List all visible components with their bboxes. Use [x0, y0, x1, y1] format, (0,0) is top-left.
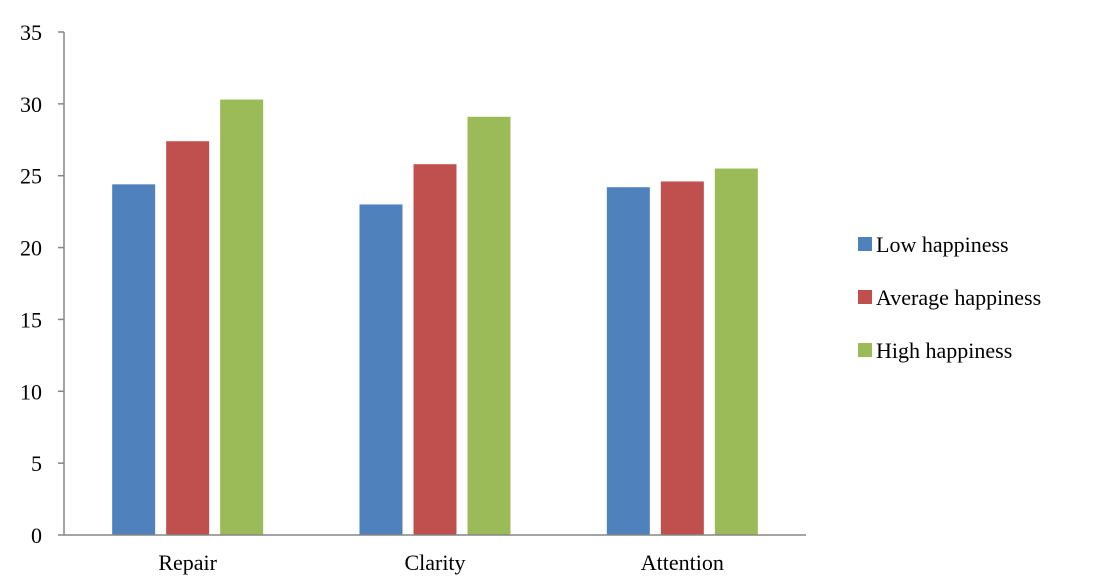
legend-label: High happiness: [876, 338, 1012, 363]
y-tick-label: 35: [20, 20, 42, 45]
bar-attention-average-happiness: [660, 181, 704, 535]
legend-swatch: [858, 237, 872, 251]
y-tick-label: 5: [31, 451, 42, 476]
y-tick-label: 10: [20, 379, 42, 404]
bar-attention-high-happiness: [714, 168, 758, 535]
y-tick-label: 25: [20, 164, 42, 189]
y-tick-label: 20: [20, 236, 42, 261]
bar-clarity-average-happiness: [413, 164, 457, 535]
x-tick-label: Attention: [641, 550, 724, 575]
bar-clarity-high-happiness: [467, 116, 511, 535]
bars: [112, 99, 758, 536]
bar-repair-high-happiness: [220, 99, 264, 535]
bar-attention-low-happiness: [606, 187, 650, 535]
x-tick-label: Repair: [158, 550, 217, 575]
x-axis-labels: Repair Clarity Attention: [158, 550, 724, 575]
legend-label: Low happiness: [876, 232, 1009, 257]
bar-clarity-low-happiness: [359, 204, 403, 535]
legend-swatch: [858, 343, 872, 357]
y-tick-label: 15: [20, 307, 42, 332]
bar-repair-low-happiness: [112, 184, 156, 535]
legend-label: Average happiness: [876, 285, 1041, 310]
y-axis-ticks: 0 5 10 15 20 25 30 35: [20, 20, 64, 548]
legend: Low happiness Average happiness High happi…: [858, 232, 1041, 363]
legend-swatch: [858, 290, 872, 304]
y-tick-label: 0: [31, 523, 42, 548]
y-tick-label: 30: [20, 92, 42, 117]
bar-repair-average-happiness: [166, 141, 210, 536]
x-tick-label: Clarity: [404, 550, 465, 575]
